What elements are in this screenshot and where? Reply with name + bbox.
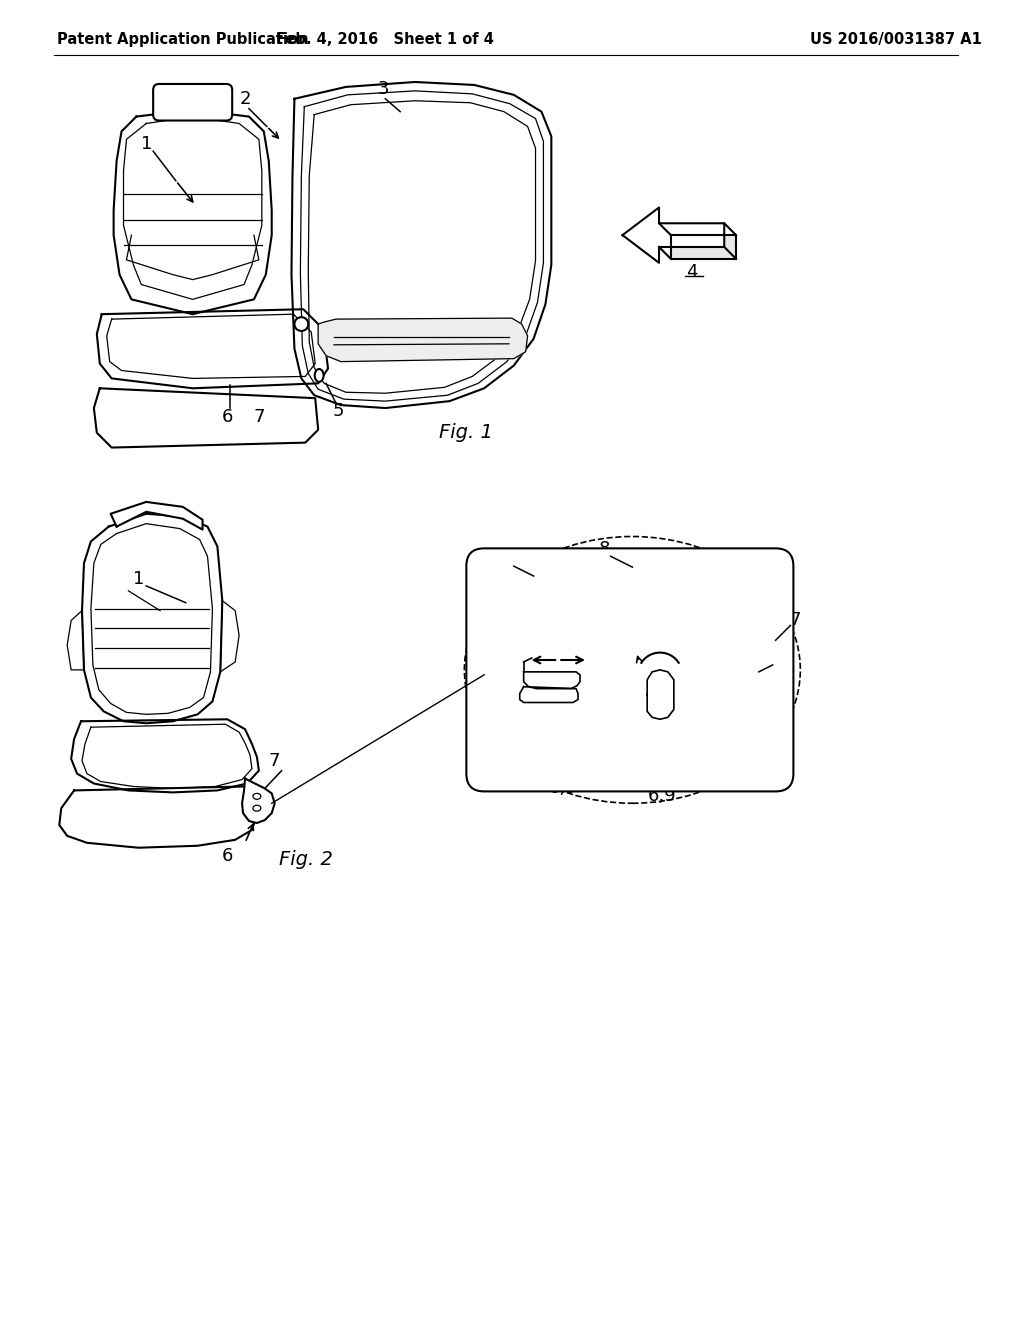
Text: 1: 1 bbox=[133, 570, 144, 587]
Text: 6: 6 bbox=[221, 408, 232, 426]
Polygon shape bbox=[114, 110, 271, 314]
Polygon shape bbox=[111, 502, 203, 529]
Text: Fig. 1: Fig. 1 bbox=[439, 424, 494, 442]
Text: 6,9: 6,9 bbox=[549, 779, 578, 797]
Polygon shape bbox=[82, 513, 222, 723]
FancyBboxPatch shape bbox=[154, 84, 232, 120]
Text: 7: 7 bbox=[253, 408, 264, 426]
Polygon shape bbox=[523, 672, 580, 689]
Text: 3: 3 bbox=[378, 81, 389, 98]
Polygon shape bbox=[647, 669, 674, 719]
Text: 8: 8 bbox=[599, 540, 610, 558]
Text: 2: 2 bbox=[240, 90, 251, 108]
Polygon shape bbox=[59, 787, 257, 847]
Polygon shape bbox=[71, 719, 259, 792]
Text: US 2016/0031387 A1: US 2016/0031387 A1 bbox=[810, 32, 982, 48]
Text: 6,9: 6,9 bbox=[648, 787, 676, 805]
Text: 8: 8 bbox=[500, 550, 512, 568]
Polygon shape bbox=[94, 388, 318, 447]
Text: 21: 21 bbox=[769, 653, 792, 671]
Ellipse shape bbox=[253, 805, 261, 812]
Polygon shape bbox=[671, 235, 736, 259]
FancyBboxPatch shape bbox=[466, 548, 794, 792]
Polygon shape bbox=[318, 318, 527, 362]
Ellipse shape bbox=[314, 370, 324, 381]
Polygon shape bbox=[242, 779, 274, 824]
Text: 7: 7 bbox=[269, 752, 281, 770]
Text: 6: 6 bbox=[221, 846, 232, 865]
Polygon shape bbox=[520, 686, 578, 702]
Polygon shape bbox=[292, 82, 551, 408]
Text: 5: 5 bbox=[332, 403, 344, 420]
Circle shape bbox=[295, 317, 308, 331]
Text: Patent Application Publication: Patent Application Publication bbox=[57, 32, 309, 48]
Text: Fig. 2: Fig. 2 bbox=[280, 850, 333, 869]
Text: Feb. 4, 2016   Sheet 1 of 4: Feb. 4, 2016 Sheet 1 of 4 bbox=[276, 32, 495, 48]
Text: 7: 7 bbox=[790, 611, 801, 630]
Text: 4: 4 bbox=[686, 263, 697, 281]
Ellipse shape bbox=[253, 793, 261, 800]
Polygon shape bbox=[97, 309, 328, 388]
Text: 1: 1 bbox=[140, 135, 152, 153]
Polygon shape bbox=[623, 207, 724, 263]
Ellipse shape bbox=[465, 536, 801, 804]
